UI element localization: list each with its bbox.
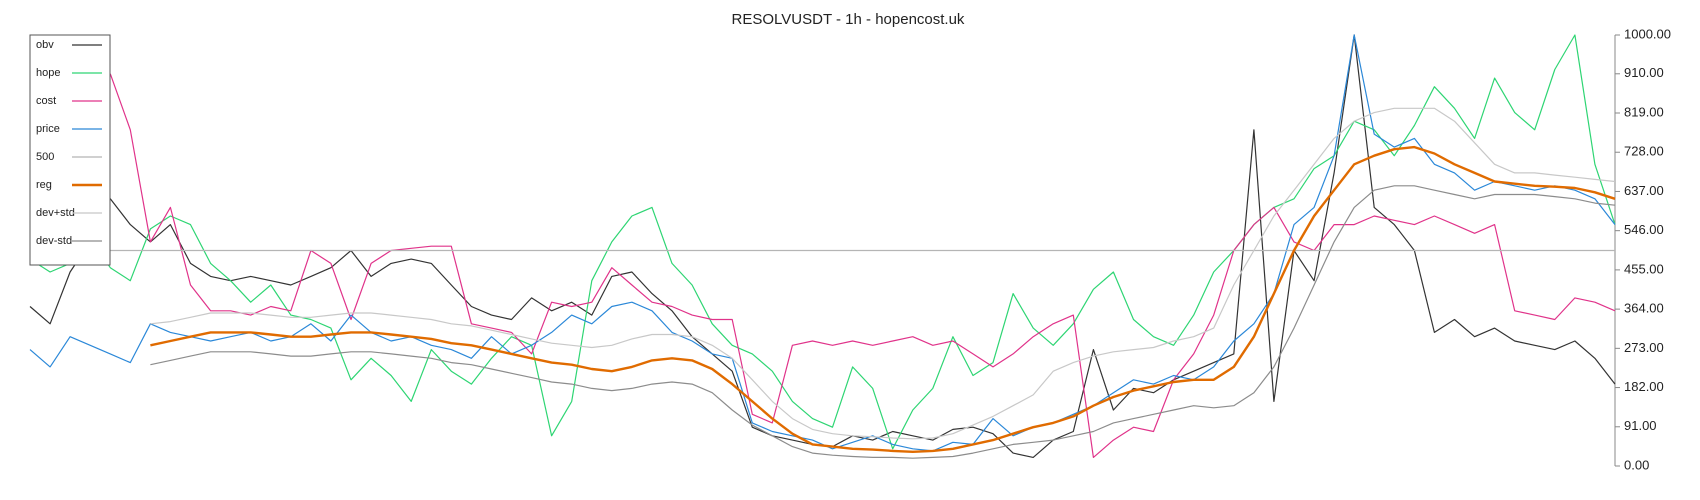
series-line: [150, 107, 1616, 440]
legend-label: reg: [36, 179, 52, 191]
y-tick-label: 546.00: [1624, 222, 1664, 237]
legend: obv hope cost price 500 reg dev+std dev-std: [29, 34, 111, 266]
y-tick-label: 0.00: [1624, 457, 1649, 472]
legend-label: dev+std: [36, 207, 75, 219]
series-line: [29, 34, 1616, 452]
chart-title: RESOLVUSDT - 1h - hopencost.uk: [732, 11, 965, 28]
y-tick-label: 91.00: [1624, 418, 1657, 433]
y-tick-label: 637.00: [1624, 183, 1664, 198]
y-tick-label: 273.00: [1624, 340, 1664, 355]
series-line: [29, 34, 1616, 458]
series-line: [109, 73, 1616, 458]
y-tick-label: 819.00: [1624, 104, 1664, 119]
y-tick-label: 728.00: [1624, 144, 1664, 159]
y-tick-label: 1000.00: [1624, 26, 1671, 41]
series-line: [29, 34, 1616, 450]
legend-label: hope: [36, 67, 60, 79]
series-line: [150, 185, 1616, 459]
y-tick-label: 455.00: [1624, 261, 1664, 276]
legend-label: dev-std: [36, 235, 72, 247]
legend-label: cost: [36, 95, 56, 107]
legend-label: price: [36, 123, 60, 135]
series-line: [150, 145, 1616, 453]
legend-label: obv: [36, 39, 54, 51]
y-tick-label: 364.00: [1624, 301, 1664, 316]
legend-label: 500: [36, 151, 54, 163]
y-tick-label: 910.00: [1624, 65, 1664, 80]
y-tick-label: 182.00: [1624, 379, 1664, 394]
